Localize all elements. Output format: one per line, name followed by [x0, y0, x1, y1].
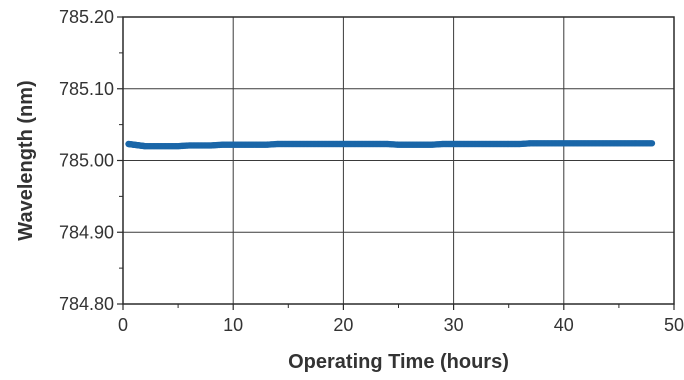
- x-tick-label: 50: [664, 315, 684, 335]
- x-tick-label: 10: [223, 315, 243, 335]
- x-tick-label: 30: [444, 315, 464, 335]
- y-tick-label: 785.00: [59, 151, 114, 171]
- series-points: [125, 140, 656, 150]
- grid-lines: [123, 17, 674, 304]
- x-tick-label: 0: [118, 315, 128, 335]
- y-tick-label: 785.20: [59, 7, 114, 27]
- x-tick-label: 20: [333, 315, 353, 335]
- y-axis-tick-labels: 785.20 785.10 785.00 784.90 784.80: [59, 7, 114, 314]
- y-axis-title: Wavelength (nm): [15, 80, 37, 240]
- y-tick-label: 785.10: [59, 79, 114, 99]
- x-tick-label: 40: [554, 315, 574, 335]
- tick-marks: [117, 16, 675, 310]
- y-tick-label: 784.90: [59, 222, 114, 242]
- x-axis-title: Operating Time (hours): [288, 351, 509, 373]
- x-axis-tick-labels: 0 10 20 30 40 50: [118, 315, 684, 335]
- y-tick-label: 784.80: [59, 294, 114, 314]
- data-point: [648, 140, 656, 147]
